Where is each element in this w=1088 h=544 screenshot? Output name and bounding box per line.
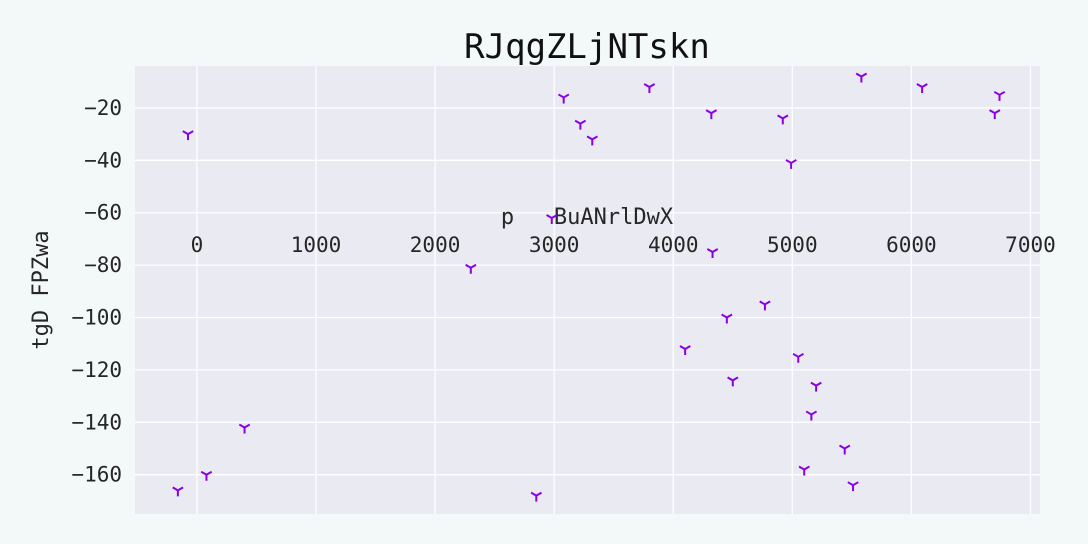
x-tick-label: 5000: [767, 233, 818, 257]
data-point: [847, 481, 859, 492]
y-tick-label: −80: [84, 253, 122, 277]
data-point: [574, 119, 587, 130]
data-point: [810, 381, 822, 392]
x-tick-label: 0: [191, 233, 204, 257]
x-tick-labels: 0 1000 2000 3000 4000 5000 6000 7000: [191, 233, 1056, 257]
data-point: [916, 83, 928, 93]
y-tick-label: −40: [84, 148, 122, 172]
grid-lines: [135, 66, 1040, 514]
y-tick-label: −20: [84, 96, 122, 120]
data-point: [805, 410, 818, 421]
x-tick-label: 7000: [1005, 233, 1056, 257]
data-point: [706, 248, 719, 259]
data-point: [798, 465, 810, 476]
data-point: [465, 263, 477, 274]
data-point: [546, 214, 558, 224]
data-point: [182, 130, 194, 141]
data-point: [238, 423, 251, 434]
y-axis-label: tgD FPZwa: [29, 230, 54, 349]
data-point: [679, 345, 691, 355]
y-tick-labels: −20 −40 −60 −80 −100 −120 −140 −160: [71, 96, 122, 487]
data-point: [727, 376, 739, 387]
y-tick-label: −160: [71, 463, 122, 487]
data-point: [759, 300, 771, 311]
y-tick-label: −120: [71, 358, 122, 382]
data-point: [993, 90, 1006, 101]
data-point: [705, 109, 718, 120]
data-point: [989, 109, 1001, 120]
data-point: [643, 83, 656, 93]
data-point: [200, 470, 213, 481]
data-point: [777, 114, 789, 125]
data-point: [855, 72, 868, 83]
data-point: [172, 486, 184, 497]
x-tick-label: 6000: [886, 233, 937, 257]
plot-area: [135, 66, 1040, 514]
data-point: [586, 135, 598, 146]
x-tick-label: 4000: [648, 233, 699, 257]
data-points: [172, 72, 1006, 502]
data-point: [530, 491, 543, 502]
data-point: [721, 313, 733, 324]
data-point: [557, 93, 570, 104]
data-point: [792, 352, 804, 363]
y-tick-label: −60: [84, 201, 122, 225]
x-tick-label: 2000: [410, 233, 461, 257]
data-point: [785, 159, 797, 169]
x-tick-label: 1000: [291, 233, 342, 257]
data-point: [838, 444, 851, 455]
x-axis-label: p BuANrlDwX: [501, 205, 674, 230]
chart-title: RJqgZLjNTskn: [464, 27, 710, 67]
y-tick-label: −100: [71, 306, 122, 330]
x-tick-label: 3000: [529, 233, 580, 257]
y-tick-label: −140: [71, 410, 122, 434]
